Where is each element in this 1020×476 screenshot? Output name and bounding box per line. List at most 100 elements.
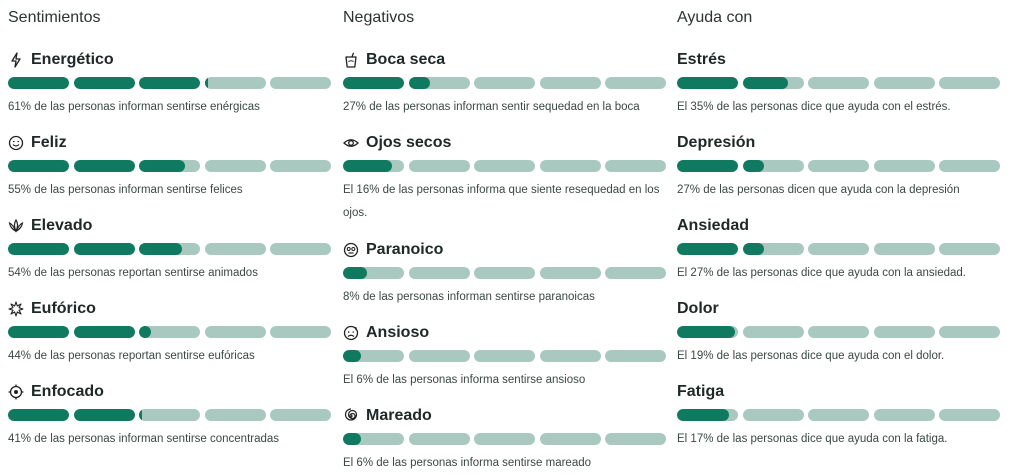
progress-segment	[605, 77, 666, 89]
smile-icon	[8, 135, 24, 151]
effect-item-ansioso: Ansioso El 6% de las personas informa se…	[343, 323, 673, 386]
progress-bar	[8, 77, 331, 89]
progress-segment	[343, 77, 404, 89]
progress-segment	[873, 243, 935, 255]
effect-item-depresion: Depresión 27% de las personas dicen que …	[677, 133, 1007, 196]
effect-title: Paranoico	[366, 241, 444, 258]
progress-bar	[8, 326, 331, 338]
progress-segment-fill	[343, 350, 362, 362]
progress-segment	[408, 267, 470, 279]
effect-title: Ojos secos	[366, 134, 452, 151]
progress-segment	[408, 160, 470, 172]
progress-segment	[8, 243, 69, 255]
effect-item-ansiedad: Ansiedad El 27% de las personas dice que…	[677, 216, 1007, 279]
progress-segment-fill	[677, 409, 729, 421]
progress-bar	[8, 409, 331, 421]
progress-segment-fill	[343, 160, 392, 172]
progress-bar	[677, 326, 1000, 338]
effect-title: Boca seca	[366, 51, 446, 68]
sparkle-burst-icon	[8, 301, 24, 317]
progress-segment	[204, 77, 266, 89]
progress-segment	[474, 77, 535, 89]
progress-segment	[139, 243, 200, 255]
progress-segment-fill	[139, 243, 182, 255]
effect-title: Enfocado	[31, 383, 104, 400]
progress-segment	[270, 243, 331, 255]
progress-segment	[873, 77, 935, 89]
progress-segment	[408, 350, 470, 362]
effect-description: El 17% de las personas dice que ayuda co…	[677, 433, 948, 445]
progress-segment	[742, 326, 804, 338]
progress-segment-fill	[742, 243, 764, 255]
effect-item-fatiga: Fatiga El 17% de las personas dice que a…	[677, 382, 1007, 445]
progress-segment-fill	[73, 243, 135, 255]
progress-segment	[139, 326, 200, 338]
progress-segment	[343, 267, 404, 279]
effect-title: Depresión	[677, 134, 756, 151]
progress-segment	[73, 77, 135, 89]
progress-segment	[808, 326, 869, 338]
progress-segment	[605, 160, 666, 172]
progress-segment	[605, 267, 666, 279]
effect-title: Energético	[31, 51, 114, 68]
effect-description: El 19% de las personas dice que ayuda co…	[677, 350, 945, 362]
cannabis-leaf-icon	[8, 218, 24, 234]
progress-segment	[605, 350, 666, 362]
effect-item-paranoico: Paranoico 8% de las personas informan se…	[343, 240, 673, 303]
effect-description: 8% de las personas informan sentirse par…	[343, 291, 595, 303]
progress-segment-fill	[73, 326, 135, 338]
effect-description: El 16% de las personas informa que sient…	[343, 184, 660, 219]
progress-segment	[270, 160, 331, 172]
progress-segment-fill	[139, 160, 185, 172]
effect-description: 54% de las personas reportan sentirse an…	[8, 267, 258, 279]
progress-segment	[343, 160, 404, 172]
effect-item-ojos-secos: Ojos secos El 16% de las personas inform…	[343, 133, 673, 219]
effect-item-mareado: Mareado El 6% de las personas informa se…	[343, 406, 673, 469]
progress-segment	[408, 433, 470, 445]
progress-bar	[343, 267, 666, 279]
progress-segment	[939, 326, 1000, 338]
effect-item-enfocado: Enfocado 41% de las personas informan se…	[8, 382, 338, 445]
progress-segment	[8, 77, 69, 89]
effect-description: 27% de las personas dicen que ayuda con …	[677, 184, 960, 196]
cup-icon	[343, 52, 359, 68]
progress-segment	[873, 409, 935, 421]
progress-segment	[474, 267, 535, 279]
progress-segment	[677, 326, 738, 338]
progress-segment-fill	[677, 326, 735, 338]
progress-segment-fill	[73, 77, 135, 89]
progress-segment	[474, 160, 535, 172]
progress-segment	[742, 160, 804, 172]
progress-segment-fill	[343, 267, 368, 279]
progress-segment	[873, 160, 935, 172]
eye-icon	[343, 135, 359, 151]
progress-segment-fill	[73, 160, 135, 172]
progress-segment-fill	[139, 326, 152, 338]
progress-segment	[343, 433, 404, 445]
progress-segment-fill	[8, 326, 69, 338]
progress-bar	[8, 160, 331, 172]
target-icon	[8, 384, 24, 400]
effect-item-estres: Estrés El 35% de las personas dice que a…	[677, 50, 1007, 113]
progress-segment	[539, 77, 601, 89]
progress-bar	[677, 409, 1000, 421]
progress-segment-fill	[742, 160, 764, 172]
progress-segment	[677, 77, 738, 89]
column-title: Ayuda con	[677, 9, 753, 26]
progress-bar	[677, 243, 1000, 255]
effect-title: Mareado	[366, 407, 432, 424]
progress-bar	[677, 77, 1000, 89]
effect-description: El 27% de las personas dice que ayuda co…	[677, 267, 966, 279]
progress-segment-fill	[204, 77, 208, 89]
progress-segment	[605, 433, 666, 445]
effect-item-euforico: Eufórico 44% de las personas reportan se…	[8, 299, 338, 362]
progress-segment	[73, 409, 135, 421]
progress-segment-fill	[677, 77, 738, 89]
column-title: Negativos	[343, 9, 415, 26]
progress-segment	[270, 326, 331, 338]
effect-item-elevado: Elevado 54% de las personas reportan sen…	[8, 216, 338, 279]
effect-item-energetico: Energético 61% de las personas informan …	[8, 50, 338, 113]
progress-segment	[204, 409, 266, 421]
progress-segment	[8, 326, 69, 338]
